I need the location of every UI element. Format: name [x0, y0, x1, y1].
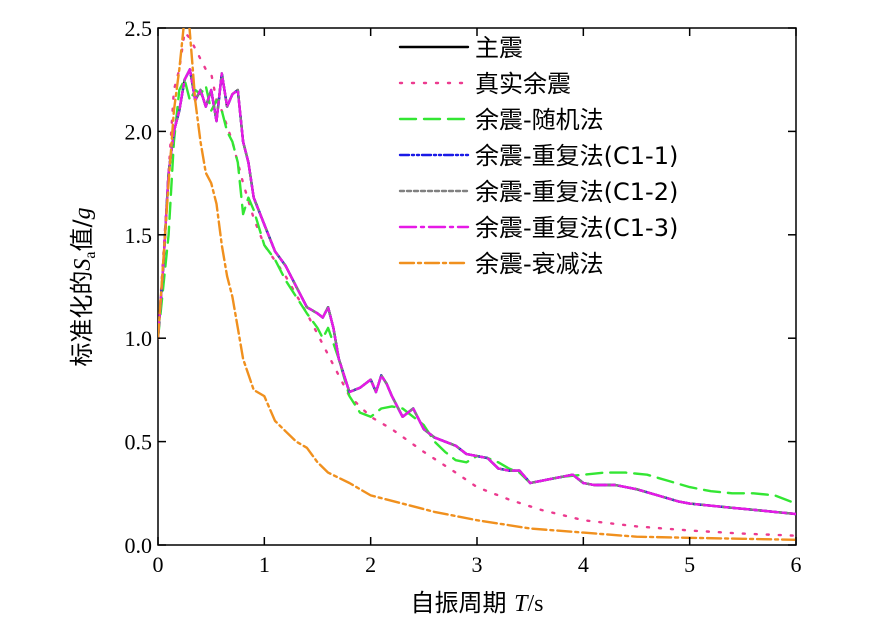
- legend-label: 余震-重复法(C1-3): [475, 214, 678, 242]
- x-tick-label: 6: [791, 552, 802, 577]
- x-tick-label: 4: [578, 552, 589, 577]
- legend-item-2: 真实余震: [398, 70, 571, 98]
- series-line-6: [158, 68, 796, 516]
- series-line-7: [158, 28, 796, 541]
- y-tick-label: 0.0: [125, 533, 153, 558]
- series-line-5: [158, 68, 796, 516]
- legend-item-5: 余震-重复法(C1-2): [398, 178, 678, 206]
- series-group: [158, 28, 796, 541]
- x-tick-label: 3: [472, 552, 483, 577]
- legend-label: 余震-重复法(C1-2): [475, 178, 678, 206]
- y-axis-title-middle: 值/: [68, 218, 96, 251]
- y-tick-label: 1.5: [125, 223, 153, 248]
- legend-item-6: 余震-重复法(C1-3): [398, 214, 678, 242]
- y-tick-label: 2.0: [125, 119, 153, 144]
- legend-label: 余震-随机法: [475, 106, 604, 134]
- legend-label: 余震-衰减法: [475, 250, 604, 278]
- x-tick-label: 1: [259, 552, 270, 577]
- legend-item-4: 余震-重复法(C1-1): [398, 142, 678, 170]
- x-axis-title-suffix: /s: [527, 591, 543, 617]
- legend-item-7: 余震-衰减法: [398, 250, 604, 278]
- x-tick-label: 5: [684, 552, 695, 577]
- legend-label: 余震-重复法(C1-1): [475, 142, 678, 170]
- x-axis-title-prefix: 自振周期: [410, 589, 514, 617]
- y-axis-title: 标准化的Sa值/g: [68, 207, 99, 366]
- x-axis-title: 自振周期 T/s: [410, 589, 543, 617]
- y-axis-title-symbol: S: [70, 259, 96, 271]
- x-axis-title-symbol: T: [514, 591, 529, 617]
- series-line-4: [158, 68, 796, 516]
- y-axis-title-symbol2: g: [70, 207, 96, 219]
- y-axis-title-subscript: a: [82, 251, 99, 258]
- legend-label: 主震: [475, 34, 523, 62]
- y-tick-label: 1.0: [125, 326, 153, 351]
- legend-item-3: 余震-随机法: [398, 106, 604, 134]
- ticks-group: 0 1 2 3 4 5 6 0.0 0.5 1.0 1.5 2.0 2.5: [125, 16, 802, 577]
- y-axis-title-prefix: 标准化的: [68, 271, 96, 367]
- x-tick-label: 0: [153, 552, 164, 577]
- legend-label: 真实余震: [475, 70, 571, 98]
- x-tick-label: 2: [365, 552, 376, 577]
- legend-item-1: 主震: [398, 34, 523, 62]
- y-tick-label: 2.5: [125, 16, 153, 41]
- series-line-1: [158, 68, 796, 516]
- y-tick-label: 0.5: [125, 430, 153, 455]
